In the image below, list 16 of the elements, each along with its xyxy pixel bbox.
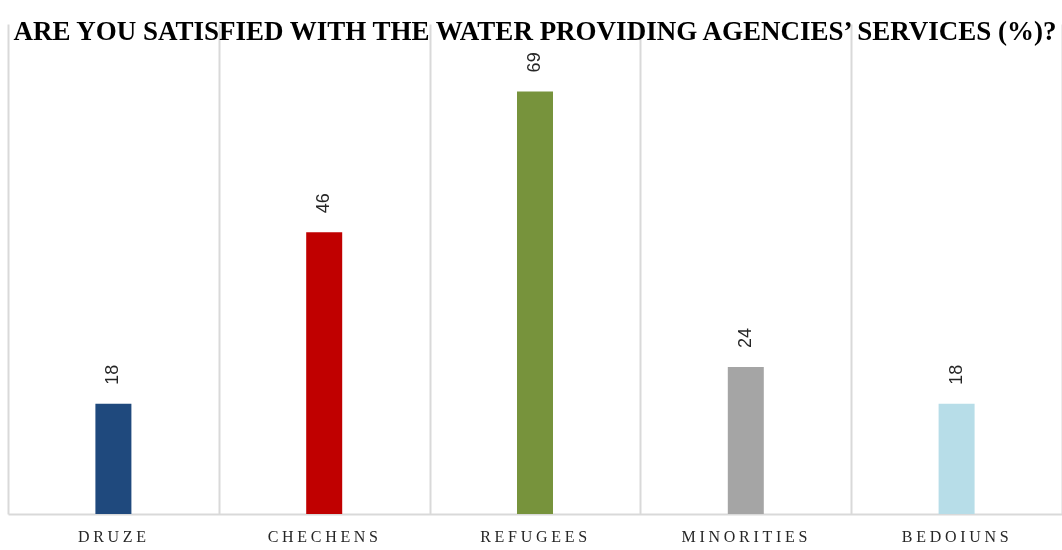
- bar: [95, 403, 132, 514]
- chart-title: ARE YOU SATISFIED WITH THE WATER PROVIDING AGENCIES’ SERVICES (%)?: [13, 16, 1057, 46]
- x-tick-label: CHECHENS: [267, 527, 382, 545]
- bar: [517, 91, 553, 514]
- bar: [306, 232, 343, 514]
- data-label: 18: [945, 364, 966, 385]
- x-tick-label: BEDOIUNS: [901, 527, 1013, 545]
- x-tick-label: MINORITIES: [681, 527, 812, 545]
- data-label: 24: [734, 327, 755, 348]
- x-tick-label: REFUGEES: [480, 527, 591, 545]
- bar: [938, 403, 975, 514]
- data-label: 18: [102, 364, 123, 385]
- x-tick-label: DRUZE: [77, 527, 150, 545]
- data-label: 46: [313, 193, 334, 214]
- bar: [727, 367, 764, 514]
- data-label: 69: [524, 52, 544, 73]
